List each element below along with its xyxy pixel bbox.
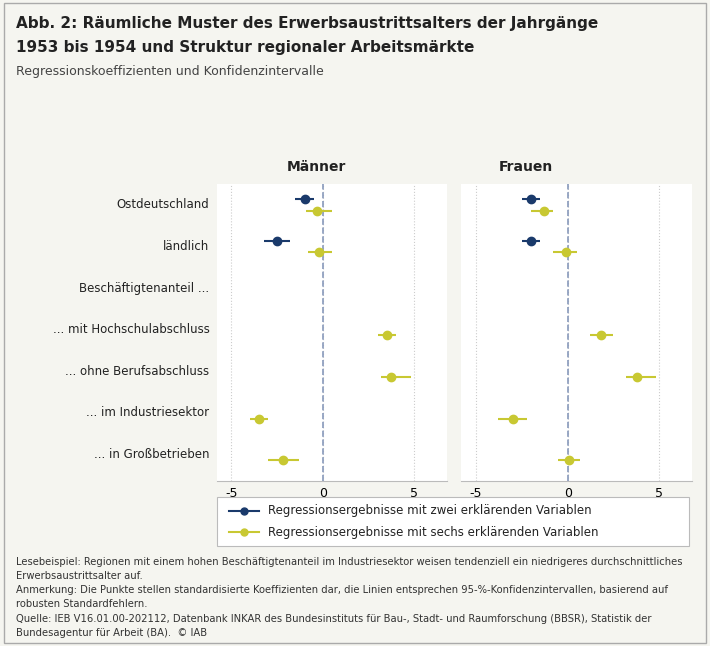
Text: Regressionsergebnisse mit sechs erklärenden Variablen: Regressionsergebnisse mit sechs erklären… bbox=[268, 526, 598, 539]
Text: Abb. 2: Räumliche Muster des Erwerbsaustrittsalters der Jahrgänge: Abb. 2: Räumliche Muster des Erwerbsaust… bbox=[16, 16, 598, 31]
Text: ... mit Hochschulabschluss: ... mit Hochschulabschluss bbox=[53, 323, 209, 336]
Text: Quelle: IEB V16.01.00-202112, Datenbank INKAR des Bundesinstituts für Bau-, Stad: Quelle: IEB V16.01.00-202112, Datenbank … bbox=[16, 614, 651, 623]
Text: ... ohne Berufsabschluss: ... ohne Berufsabschluss bbox=[65, 364, 209, 378]
Text: Regressionskoeffizienten und Konfidenzintervalle: Regressionskoeffizienten und Konfidenzin… bbox=[16, 65, 323, 78]
Text: ... in Großbetrieben: ... in Großbetrieben bbox=[94, 448, 209, 461]
Text: Regressionsergebnisse mit zwei erklärenden Variablen: Regressionsergebnisse mit zwei erklärend… bbox=[268, 505, 591, 517]
Text: Lesebeispiel: Regionen mit einem hohen Beschäftigtenanteil im Industriesektor we: Lesebeispiel: Regionen mit einem hohen B… bbox=[16, 557, 682, 567]
Text: Erwerbsaustrittsalter auf.: Erwerbsaustrittsalter auf. bbox=[16, 571, 143, 581]
Text: ländlich: ländlich bbox=[163, 240, 209, 253]
Text: robusten Standardfehlern.: robusten Standardfehlern. bbox=[16, 599, 147, 609]
Text: Ostdeutschland: Ostdeutschland bbox=[116, 198, 209, 211]
Text: ... im Industriesektor: ... im Industriesektor bbox=[87, 406, 209, 419]
Text: Anmerkung: Die Punkte stellen standardisierte Koeffizienten dar, die Linien ents: Anmerkung: Die Punkte stellen standardis… bbox=[16, 585, 667, 595]
Text: Beschäftigtenanteil ...: Beschäftigtenanteil ... bbox=[80, 282, 209, 295]
Text: Männer: Männer bbox=[286, 160, 346, 174]
Text: 1953 bis 1954 und Struktur regionaler Arbeitsmärkte: 1953 bis 1954 und Struktur regionaler Ar… bbox=[16, 40, 474, 55]
Text: Frauen: Frauen bbox=[498, 160, 552, 174]
Text: Bundesagentur für Arbeit (BA).  © IAB: Bundesagentur für Arbeit (BA). © IAB bbox=[16, 628, 207, 638]
